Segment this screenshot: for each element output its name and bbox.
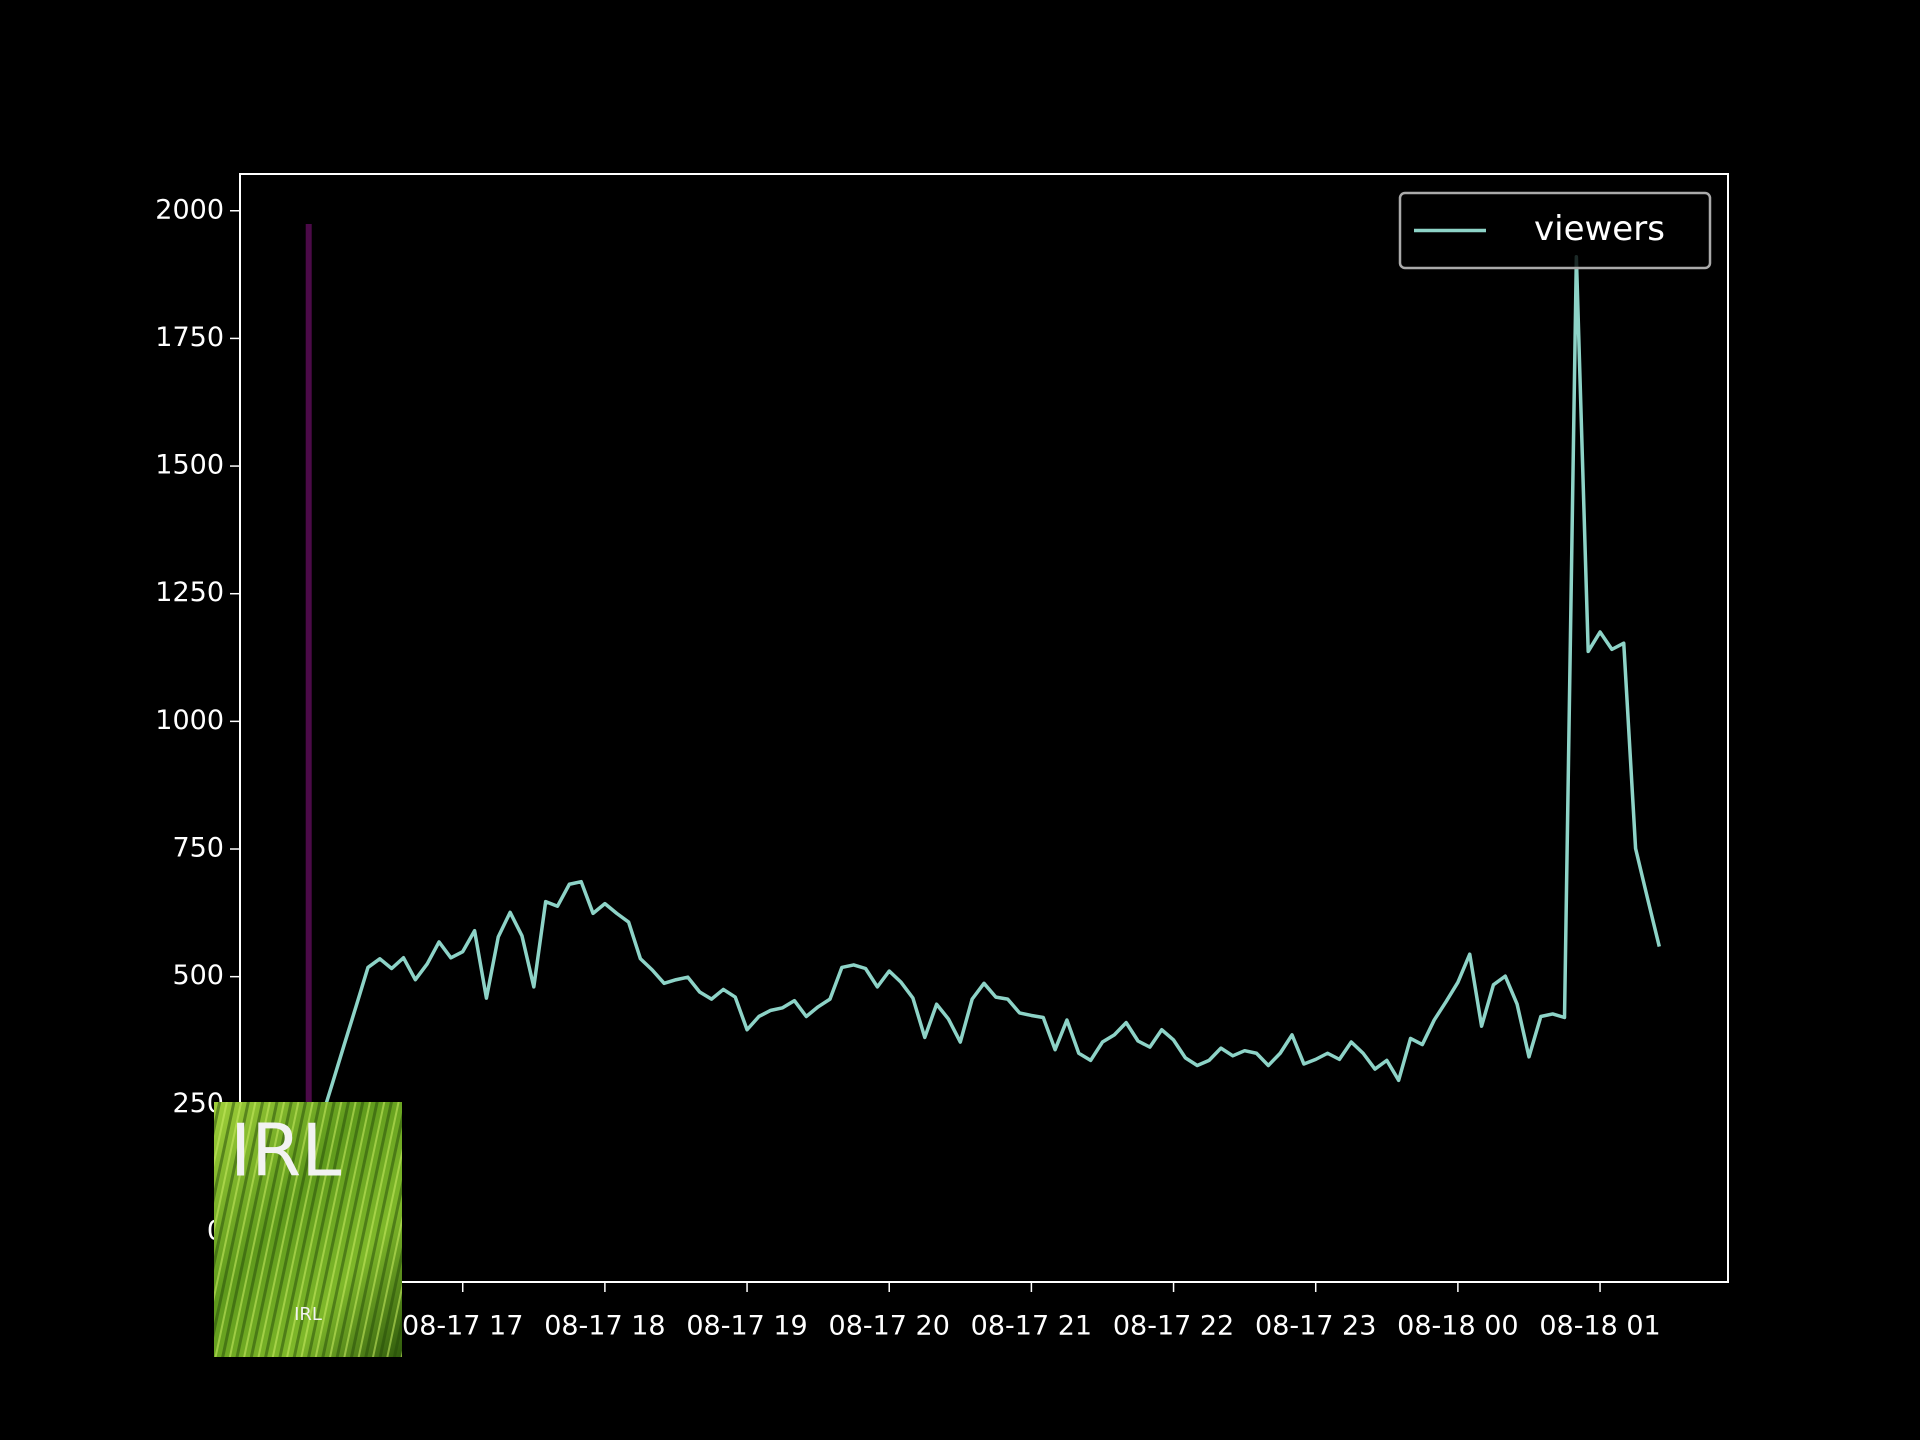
- x-tick-label: 08-17 19: [686, 1311, 807, 1342]
- series-line: [307, 254, 1661, 1161]
- legend-box: [1398, 191, 1712, 270]
- plot-area: 02505007501000125015001750200008-17 1708…: [155, 173, 1729, 1342]
- x-tick-label: 08-18 00: [1397, 1311, 1518, 1342]
- x-tick-label: 08-17 18: [544, 1311, 665, 1342]
- x-tick-label: 08-17 22: [1113, 1311, 1234, 1342]
- thumbnail-texture: [214, 1102, 402, 1357]
- axes-frame: [239, 173, 1729, 1283]
- thumbnail-title: IRL: [230, 1109, 341, 1193]
- y-tick-label: 1750: [155, 322, 224, 353]
- y-tick-label: 1500: [155, 450, 224, 481]
- y-tick-label: 2000: [155, 194, 224, 225]
- x-tick-label: 08-17 17: [402, 1311, 523, 1342]
- y-tick-label: 1250: [155, 577, 224, 608]
- x-tick-label: 08-17 23: [1255, 1311, 1376, 1342]
- x-tick-label: 08-18 01: [1539, 1311, 1660, 1342]
- legend-label: viewers: [1534, 209, 1665, 249]
- y-tick-label: 750: [172, 833, 224, 864]
- x-tick-label: 08-17 20: [829, 1311, 950, 1342]
- thumbnail: IRL IRL: [214, 1102, 402, 1357]
- y-tick-label: 1000: [155, 705, 224, 736]
- thumbnail-caption: IRL: [294, 1304, 322, 1325]
- x-tick-label: 08-17 21: [971, 1311, 1092, 1342]
- y-tick-label: 500: [172, 960, 224, 991]
